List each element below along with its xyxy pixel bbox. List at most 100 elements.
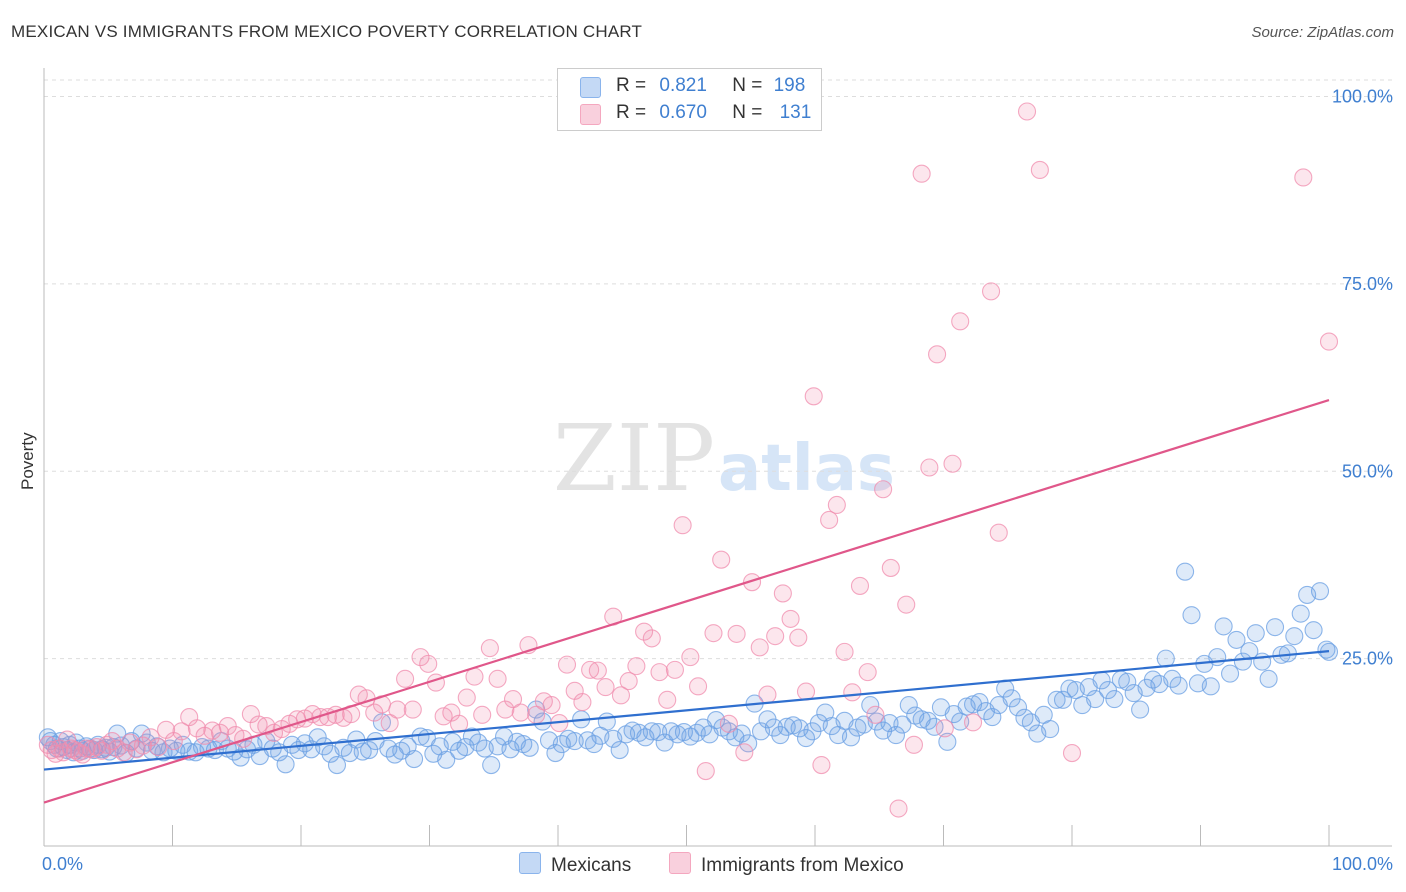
point-immigrants bbox=[596, 678, 615, 697]
point-immigrants bbox=[858, 663, 877, 682]
point-mexicans bbox=[796, 729, 816, 748]
point-immigrants bbox=[827, 495, 846, 515]
point-mexicans bbox=[372, 713, 392, 732]
chart-title: MEXICAN VS IMMIGRANTS FROM MEXICO POVERT… bbox=[11, 22, 643, 41]
point-immigrants bbox=[727, 624, 746, 643]
point-immigrants bbox=[141, 728, 160, 747]
point-mexicans bbox=[951, 712, 970, 731]
point-mexicans bbox=[1131, 700, 1150, 719]
point-mexicans bbox=[546, 744, 565, 763]
point-mexicans bbox=[360, 741, 379, 760]
point-immigrants bbox=[249, 715, 268, 734]
point-immigrants bbox=[773, 584, 792, 603]
point-immigrants bbox=[874, 480, 893, 499]
trend-line-immigrants bbox=[43, 398, 1330, 804]
point-immigrants bbox=[943, 454, 962, 473]
legend-n-value-mexicans: 198 bbox=[773, 75, 806, 96]
legend-r-value-immigrants: 0.670 bbox=[659, 102, 707, 123]
point-immigrants bbox=[935, 719, 954, 738]
point-mexicans bbox=[841, 728, 861, 747]
point-mexicans bbox=[353, 742, 372, 761]
bottom-legend-immigrants: Immigrants from Mexico bbox=[669, 852, 904, 877]
point-immigrants bbox=[241, 705, 260, 724]
point-immigrants bbox=[627, 657, 646, 676]
point-immigrants bbox=[210, 723, 230, 742]
point-immigrants bbox=[750, 638, 769, 657]
point-immigrants bbox=[735, 743, 754, 762]
point-immigrants bbox=[912, 164, 931, 183]
point-mexicans bbox=[1291, 604, 1310, 623]
point-mexicans bbox=[1105, 690, 1124, 709]
point-immigrants bbox=[781, 609, 800, 628]
point-mexicans bbox=[1086, 690, 1105, 709]
point-mexicans bbox=[1246, 624, 1265, 643]
point-immigrants bbox=[766, 627, 785, 646]
point-immigrants bbox=[257, 717, 276, 736]
legend-n-label: N = bbox=[732, 75, 763, 96]
point-mexicans bbox=[327, 756, 347, 775]
point-immigrants bbox=[187, 719, 206, 738]
point-mexicans bbox=[520, 738, 539, 757]
point-mexicans bbox=[1176, 562, 1195, 581]
point-immigrants bbox=[58, 730, 77, 749]
point-mexicans bbox=[565, 732, 584, 751]
point-immigrants bbox=[1017, 102, 1037, 121]
trend-line-mexicans bbox=[43, 650, 1330, 771]
point-mexicans bbox=[1182, 606, 1201, 625]
point-immigrants bbox=[488, 669, 507, 688]
point-mexicans bbox=[1259, 669, 1278, 688]
point-mexicans bbox=[1060, 679, 1079, 698]
series-immigrants-points bbox=[38, 102, 1339, 818]
point-mexicans bbox=[899, 696, 918, 715]
y-axis-label: Poverty bbox=[18, 432, 37, 490]
point-mexicans bbox=[1221, 664, 1240, 683]
point-mexicans bbox=[315, 737, 334, 756]
watermark-zip: ZIP bbox=[553, 405, 715, 512]
point-mexicans bbox=[437, 750, 456, 769]
point-mexicans bbox=[1098, 681, 1118, 700]
legend-swatch-mexicans bbox=[580, 77, 601, 98]
bottom-legend-swatch-mexicans bbox=[519, 852, 541, 874]
point-immigrants bbox=[1030, 160, 1049, 180]
legend-r-label: R = bbox=[616, 75, 647, 96]
x-tick-label: 100.0% bbox=[1332, 854, 1393, 874]
point-mexicans bbox=[649, 723, 668, 742]
point-immigrants bbox=[951, 312, 970, 331]
point-mexicans bbox=[886, 726, 906, 745]
point-immigrants bbox=[164, 732, 183, 751]
point-immigrants bbox=[673, 516, 692, 535]
point-immigrants bbox=[897, 595, 916, 614]
point-immigrants bbox=[496, 700, 515, 719]
point-immigrants bbox=[658, 690, 677, 709]
point-mexicans bbox=[1265, 618, 1285, 637]
point-mexicans bbox=[764, 718, 783, 737]
watermark: ZIP atlas bbox=[553, 405, 895, 512]
point-immigrants bbox=[850, 576, 870, 595]
point-immigrants bbox=[473, 705, 492, 724]
point-immigrants bbox=[403, 700, 422, 719]
point-mexicans bbox=[1240, 642, 1259, 661]
point-immigrants bbox=[889, 799, 908, 818]
point-immigrants bbox=[573, 693, 592, 712]
point-mexicans bbox=[276, 755, 295, 774]
point-mexicans bbox=[1002, 689, 1021, 708]
y-tick-label: 100.0% bbox=[1332, 87, 1393, 107]
point-mexicans bbox=[642, 722, 661, 741]
x-tick-label: 0.0% bbox=[42, 854, 83, 874]
point-immigrants bbox=[796, 682, 816, 701]
point-immigrants bbox=[388, 700, 407, 719]
y-tick-label: 50.0% bbox=[1342, 461, 1393, 481]
point-immigrants bbox=[419, 654, 438, 673]
stats-legend: R = 0.821 N = 198 R = 0.670 N = 131 bbox=[557, 68, 822, 131]
point-immigrants bbox=[866, 705, 885, 724]
point-immigrants bbox=[665, 660, 684, 679]
point-immigrants bbox=[635, 622, 654, 641]
point-immigrants bbox=[619, 672, 638, 691]
point-mexicans bbox=[1053, 690, 1073, 709]
bottom-legend-mexicans: Mexicans bbox=[519, 852, 631, 877]
bottom-legend-label-immigrants: Immigrants from Mexico bbox=[701, 855, 904, 876]
point-mexicans bbox=[893, 715, 912, 734]
source-credit: Source: ZipAtlas.com bbox=[1251, 24, 1394, 41]
point-immigrants bbox=[835, 642, 854, 661]
